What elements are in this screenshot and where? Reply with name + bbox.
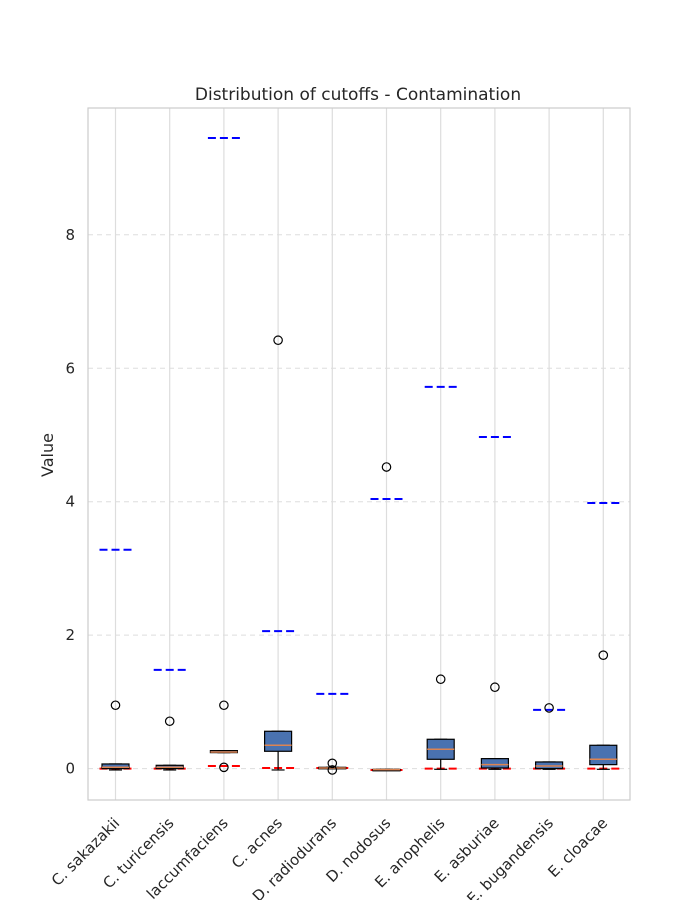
box [264, 730, 293, 752]
outlier-point [219, 762, 229, 773]
y-tick-label: 4 [65, 493, 75, 511]
outlier-point [490, 682, 500, 693]
y-tick-label: 8 [65, 226, 75, 244]
outlier-point [219, 700, 229, 711]
box [101, 763, 130, 770]
plot-frame [87, 107, 631, 801]
outlier-layer [110, 335, 609, 775]
outlier-point [381, 462, 392, 472]
chart-title: Distribution of cutoffs - Contamination [195, 85, 521, 105]
box [589, 744, 618, 766]
outlier-point [327, 758, 338, 769]
grid-layer [88, 108, 630, 800]
y-tick-label: 2 [65, 626, 75, 644]
outlier-point [544, 703, 554, 713]
box [480, 758, 509, 769]
y-tick-label: 0 [65, 760, 75, 778]
outlier-point [598, 650, 609, 660]
outlier-point [435, 674, 446, 685]
outlier-point [110, 700, 121, 711]
box-layer [101, 730, 618, 772]
y-tick-label: 6 [65, 359, 75, 377]
outlier-point [164, 716, 175, 727]
outlier-point [273, 335, 283, 346]
y-axis-label: Value [38, 433, 57, 477]
outlier-point [327, 765, 338, 775]
